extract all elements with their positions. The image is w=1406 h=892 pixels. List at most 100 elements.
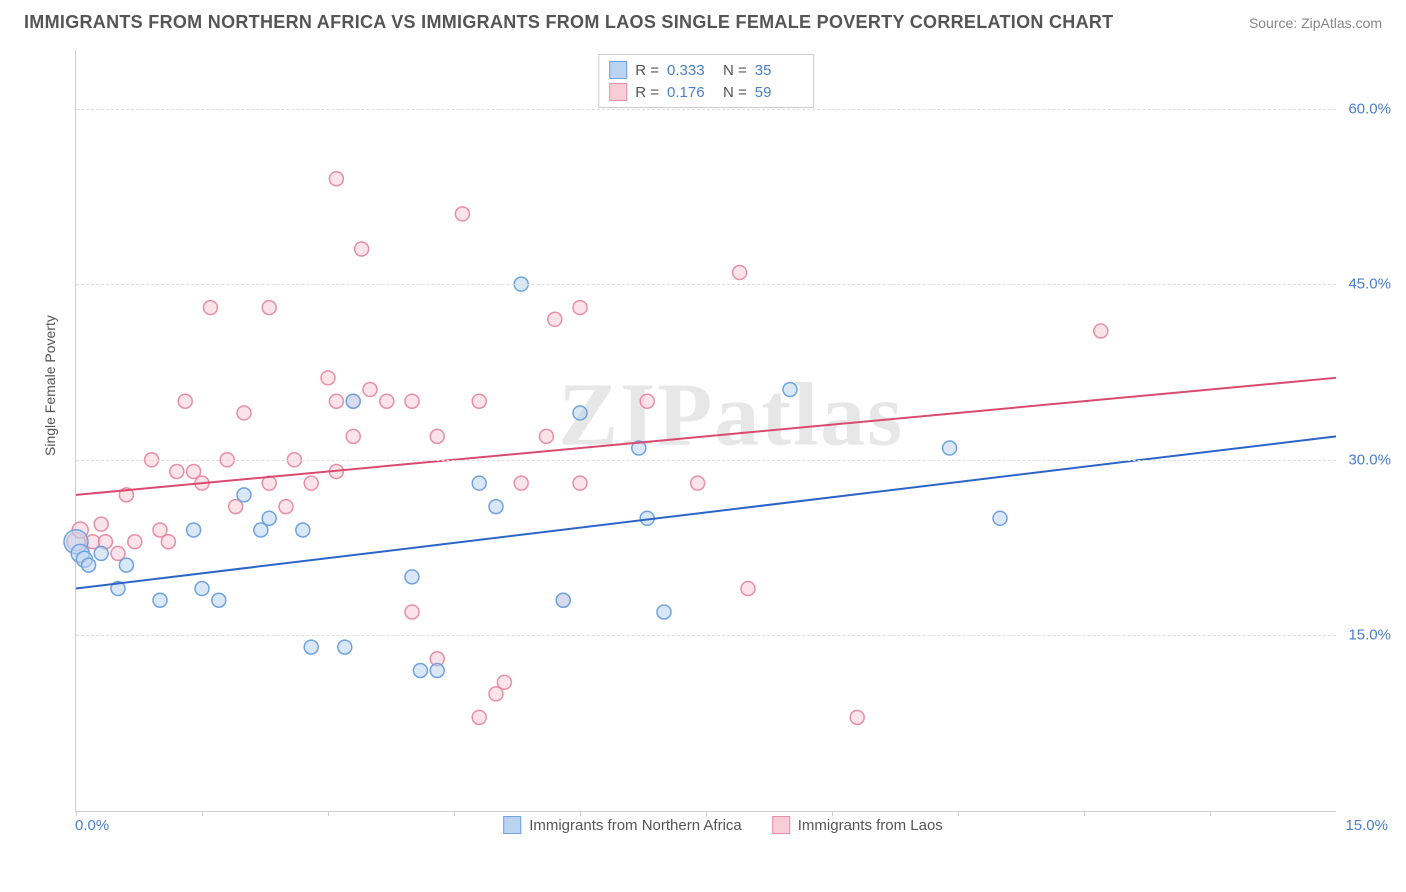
scatter-point [153, 593, 167, 607]
x-tick [454, 811, 455, 816]
scatter-point [556, 593, 570, 607]
scatter-point [304, 476, 318, 490]
scatter-point [497, 675, 511, 689]
r-value: 0.333 [667, 62, 715, 79]
scatter-point [573, 476, 587, 490]
x-tick [1084, 811, 1085, 816]
scatter-point [329, 394, 343, 408]
scatter-point [405, 605, 419, 619]
scatter-point [640, 394, 654, 408]
scatter-point [262, 301, 276, 315]
gridline [76, 109, 1336, 110]
scatter-point [472, 710, 486, 724]
swatch-icon [609, 61, 627, 79]
legend-item-series-0: Immigrants from Northern Africa [503, 816, 742, 834]
x-axis-min-label: 0.0% [75, 817, 109, 834]
scatter-point [657, 605, 671, 619]
scatter-point [430, 429, 444, 443]
gridline [76, 635, 1336, 636]
scatter-point [170, 464, 184, 478]
legend-row-series-1: R = 0.176 N = 59 [609, 81, 803, 103]
legend-item-series-1: Immigrants from Laos [772, 816, 943, 834]
scatter-point [187, 523, 201, 537]
scatter-point [203, 301, 217, 315]
scatter-point [430, 664, 444, 678]
scatter-point [405, 394, 419, 408]
swatch-icon [503, 816, 521, 834]
y-tick-label: 45.0% [1348, 276, 1391, 293]
x-axis-max-label: 15.0% [1345, 817, 1388, 834]
chart-title: IMMIGRANTS FROM NORTHERN AFRICA VS IMMIG… [24, 12, 1113, 33]
title-bar: IMMIGRANTS FROM NORTHERN AFRICA VS IMMIG… [0, 0, 1406, 41]
scatter-point [850, 710, 864, 724]
scatter-svg [76, 50, 1336, 811]
source-attribution: Source: ZipAtlas.com [1249, 15, 1382, 31]
gridline [76, 284, 1336, 285]
chart-area: Single Female Poverty ZIPatlas R = 0.333… [50, 50, 1396, 862]
scatter-point [514, 476, 528, 490]
scatter-point [455, 207, 469, 221]
scatter-point [346, 429, 360, 443]
scatter-point [548, 312, 562, 326]
n-value: 35 [755, 62, 803, 79]
scatter-point [472, 476, 486, 490]
scatter-point [573, 406, 587, 420]
scatter-point [380, 394, 394, 408]
scatter-point [279, 500, 293, 514]
scatter-point [489, 500, 503, 514]
n-value: 59 [755, 84, 803, 101]
trend-line [76, 378, 1336, 495]
scatter-point [119, 558, 133, 572]
y-tick-label: 15.0% [1348, 627, 1391, 644]
scatter-point [363, 383, 377, 397]
scatter-point [212, 593, 226, 607]
scatter-point [94, 546, 108, 560]
scatter-point [783, 383, 797, 397]
scatter-point [413, 664, 427, 678]
r-label: R = [635, 84, 659, 101]
scatter-point [321, 371, 335, 385]
scatter-point [262, 511, 276, 525]
x-tick [76, 811, 77, 816]
n-label: N = [723, 62, 747, 79]
n-label: N = [723, 84, 747, 101]
scatter-point [178, 394, 192, 408]
scatter-point [195, 582, 209, 596]
plot-region: ZIPatlas R = 0.333 N = 35 R = 0.176 N = … [75, 50, 1336, 812]
y-tick-label: 60.0% [1348, 100, 1391, 117]
scatter-point [943, 441, 957, 455]
scatter-point [338, 640, 352, 654]
gridline [76, 460, 1336, 461]
scatter-point [346, 394, 360, 408]
scatter-point [405, 570, 419, 584]
scatter-point [733, 265, 747, 279]
scatter-point [329, 172, 343, 186]
r-label: R = [635, 62, 659, 79]
scatter-point [573, 301, 587, 315]
series-name: Immigrants from Laos [798, 817, 943, 834]
scatter-point [472, 394, 486, 408]
scatter-point [691, 476, 705, 490]
y-tick-label: 30.0% [1348, 451, 1391, 468]
scatter-point [539, 429, 553, 443]
swatch-icon [772, 816, 790, 834]
series-legend: Immigrants from Northern Africa Immigran… [503, 816, 943, 834]
scatter-point [1094, 324, 1108, 338]
scatter-point [304, 640, 318, 654]
scatter-point [82, 558, 96, 572]
scatter-point [237, 488, 251, 502]
scatter-point [128, 535, 142, 549]
y-axis-label: Single Female Poverty [42, 315, 58, 456]
r-value: 0.176 [667, 84, 715, 101]
scatter-point [741, 582, 755, 596]
correlation-legend: R = 0.333 N = 35 R = 0.176 N = 59 [598, 54, 814, 108]
scatter-point [296, 523, 310, 537]
scatter-point [355, 242, 369, 256]
series-name: Immigrants from Northern Africa [529, 817, 742, 834]
scatter-point [161, 535, 175, 549]
scatter-point [993, 511, 1007, 525]
x-tick [958, 811, 959, 816]
swatch-icon [609, 83, 627, 101]
x-tick [328, 811, 329, 816]
legend-row-series-0: R = 0.333 N = 35 [609, 59, 803, 81]
